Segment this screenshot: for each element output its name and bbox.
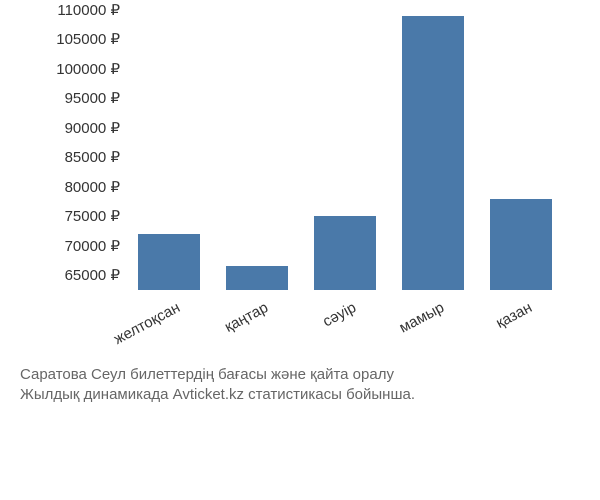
x-tick-label: желтоқсан <box>87 299 183 361</box>
y-tick-label: 100000 ₽ <box>20 60 120 78</box>
x-axis-labels: желтоқсанқаңтарсәуірмамырқазан <box>125 298 565 348</box>
x-tick-label: қазан <box>439 299 535 361</box>
bar <box>402 16 464 290</box>
y-tick-label: 80000 ₽ <box>20 178 120 196</box>
y-tick-label: 75000 ₽ <box>20 207 120 225</box>
caption-line-2: Жылдық динамикада Avticket.kz статистика… <box>20 385 580 405</box>
chart-container: 65000 ₽ 70000 ₽ 75000 ₽ 80000 ₽ 85000 ₽ 90000… <box>20 10 580 340</box>
x-tick-label: сәуір <box>263 299 359 361</box>
bar <box>490 199 552 290</box>
caption-line-1: Саратова Сеул билеттердің бағасы және қа… <box>20 365 580 385</box>
y-tick-label: 85000 ₽ <box>20 148 120 166</box>
y-tick-label: 90000 ₽ <box>20 119 120 137</box>
chart-caption: Саратова Сеул билеттердің бағасы және қа… <box>20 365 580 406</box>
bar <box>226 266 288 290</box>
x-tick-label: қаңтар <box>175 299 271 361</box>
y-tick-label: 95000 ₽ <box>20 89 120 107</box>
y-tick-label: 110000 ₽ <box>20 1 120 19</box>
x-tick-label: мамыр <box>351 299 447 361</box>
y-tick-label: 65000 ₽ <box>20 266 120 284</box>
plot-area <box>125 10 565 290</box>
y-tick-label: 70000 ₽ <box>20 237 120 255</box>
bar <box>314 216 376 290</box>
y-tick-label: 105000 ₽ <box>20 30 120 48</box>
y-axis: 65000 ₽ 70000 ₽ 75000 ₽ 80000 ₽ 85000 ₽ 90000… <box>20 10 120 290</box>
bar <box>138 234 200 290</box>
